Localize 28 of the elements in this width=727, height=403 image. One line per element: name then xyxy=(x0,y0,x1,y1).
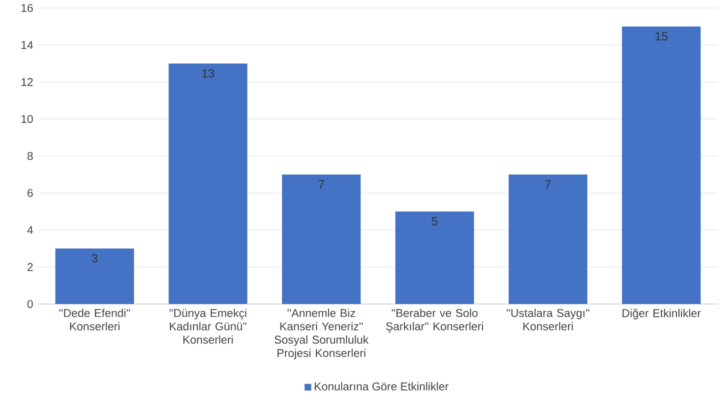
bar xyxy=(282,174,361,304)
data-label: 13 xyxy=(202,69,214,78)
bar xyxy=(508,174,588,304)
bar xyxy=(622,26,701,304)
data-label: 3 xyxy=(92,254,98,263)
x-tick-label: ''Dünya Emekçi Kadınlar Günü'' Konserleri xyxy=(170,308,246,344)
y-tick-label: 16 xyxy=(22,4,33,12)
x-tick-label: Diğer Etkinlikler xyxy=(622,308,701,320)
bar xyxy=(168,64,248,304)
x-tick-label: ''Ustalara Saygı'' Konserleri xyxy=(506,308,590,330)
y-tick-label: 2 xyxy=(28,263,33,271)
legend-label: Konularına Göre Etkinlikler xyxy=(314,382,449,390)
y-tick-label: 4 xyxy=(27,226,33,234)
data-label: 7 xyxy=(318,180,324,188)
x-tick-label: ''Dede Efendi'' Konserleri xyxy=(59,308,130,330)
bar xyxy=(395,212,474,304)
bar xyxy=(55,248,134,304)
y-tick-label: 6 xyxy=(28,188,33,198)
x-tick-label: ''Beraber ve Solo Şarkılar'' Konserleri xyxy=(386,308,483,333)
x-tick-label: ''Annemle Biz Kanseri Yeneriz'' Sosyal Sorumluluk Projesi Konserleri xyxy=(274,308,369,360)
data-label: 15 xyxy=(656,32,668,40)
y-tick-label: 14 xyxy=(22,41,33,49)
y-tick-label: 0 xyxy=(27,300,33,308)
y-tick-label: 8 xyxy=(27,152,33,160)
data-label: 7 xyxy=(545,180,551,188)
y-tick-label: 12 xyxy=(22,78,33,86)
data-label: 5 xyxy=(432,217,438,226)
y-tick-label: 10 xyxy=(22,114,33,124)
